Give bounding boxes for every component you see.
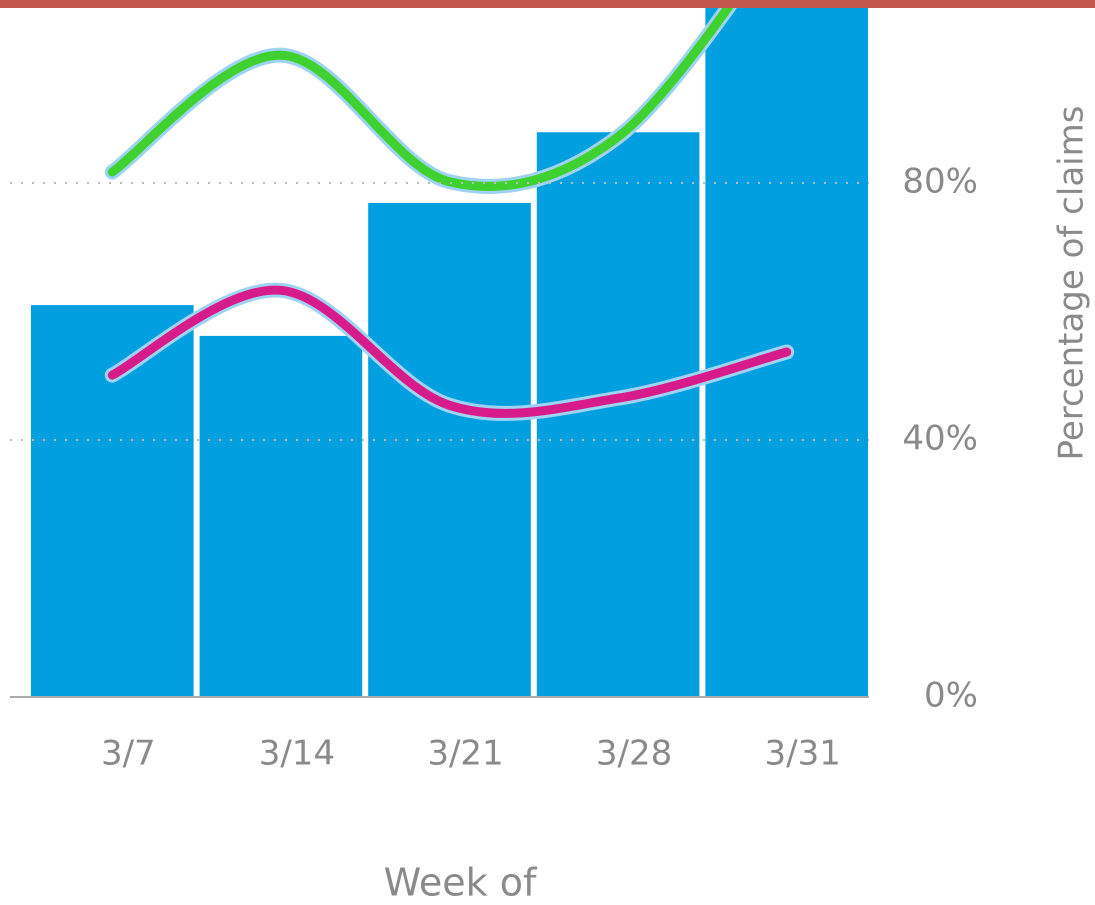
y-tick-label: 80% [902, 162, 978, 202]
line [107, 285, 792, 418]
bar [199, 335, 363, 697]
x-tick-label: 3/21 [427, 734, 503, 774]
y-axis-title: Percentage of claims [1052, 106, 1092, 461]
bar [31, 305, 194, 697]
y-tick-label: 0% [924, 676, 978, 716]
x-axis-title: Week of [384, 861, 538, 905]
bar [368, 202, 531, 698]
x-tick-label: 3/31 [765, 734, 841, 774]
y-tick-label: 40% [902, 419, 978, 459]
line [107, 8, 734, 191]
plot-area [31, 8, 868, 698]
top-bar [0, 0, 1095, 8]
x-tick-label: 3/14 [259, 734, 335, 774]
x-tick-label: 3/28 [596, 734, 672, 774]
x-tick-label: 3/7 [101, 734, 156, 774]
